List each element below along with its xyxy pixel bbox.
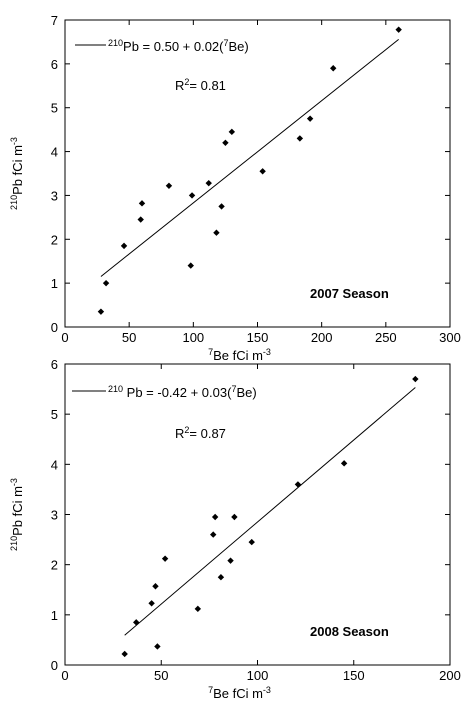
y-tick-label: 4: [51, 145, 58, 160]
y-tick-label: 4: [51, 457, 58, 472]
y-tick-label: 1: [51, 608, 58, 623]
x-tick-label: 50: [122, 330, 136, 345]
data-point: [227, 557, 234, 564]
data-point: [161, 555, 169, 562]
data-point: [306, 115, 314, 122]
data-point: [194, 605, 202, 613]
data-point: [218, 203, 225, 210]
data-point: [102, 279, 110, 287]
y-tick-label: 5: [51, 407, 58, 422]
data-point: [412, 375, 419, 383]
r-squared-label: R2= 0.87: [175, 425, 226, 441]
data-point: [213, 229, 220, 236]
data-point: [231, 513, 238, 521]
data-point: [137, 216, 144, 223]
regression-equation: 210Pb = 0.50 + 0.02(7Be): [108, 38, 249, 54]
y-tick-label: 7: [51, 13, 58, 28]
x-tick-label: 250: [375, 330, 397, 345]
x-tick-label: 100: [247, 668, 269, 683]
x-tick-label: 300: [439, 330, 461, 345]
x-tick-label: 150: [343, 668, 365, 683]
data-point: [188, 192, 196, 199]
x-tick-label: 100: [182, 330, 204, 345]
data-point: [217, 574, 225, 581]
x-tick-label: 150: [247, 330, 269, 345]
chart-panel-1: 0 50 100 150 200 250 300 0 1 2 3 4 5 6 7 7Be fCi m-3 210…: [9, 13, 461, 363]
data-point: [248, 538, 255, 546]
season-label: 2008 Season: [310, 624, 389, 639]
y-axis-title: 210Pb fCi m-3: [9, 478, 25, 551]
data-point: [259, 168, 266, 175]
data-point: [296, 135, 304, 142]
y-axis-title: 210Pb fCi m-3: [9, 137, 25, 210]
y-tick-label: 1: [51, 276, 58, 291]
data-point: [340, 460, 348, 467]
chart-panel-2: 0 50 100 150 200 0 1 2 3 4 5 6 7Be fCi m-3 210Pb fCi …: [9, 357, 461, 701]
y-tick-label: 0: [51, 658, 58, 673]
x-axis-title: 7Be fCi m-3: [208, 347, 271, 363]
data-point: [97, 308, 105, 315]
y-tick-label: 6: [51, 57, 58, 72]
data-point: [395, 26, 402, 33]
x-tick-label: 200: [311, 330, 333, 345]
y-tick-label: 5: [51, 101, 58, 116]
data-point: [330, 65, 337, 72]
y-tick-label: 3: [51, 508, 58, 523]
data-point: [165, 182, 173, 189]
season-label: 2007 Season: [310, 286, 389, 301]
r-squared-label: R2= 0.81: [175, 77, 226, 93]
y-tick-label: 2: [51, 558, 58, 573]
plot-frame: [64, 19, 451, 328]
data-point: [152, 583, 159, 590]
y-tick-label: 0: [51, 320, 58, 335]
regression-line: [124, 387, 416, 636]
data-point: [121, 650, 128, 658]
data-point: [222, 139, 229, 146]
x-tick-label: 200: [439, 668, 461, 683]
data-point: [148, 600, 155, 607]
data-point: [205, 179, 212, 187]
plot-frame: [64, 363, 451, 666]
data-point: [120, 242, 128, 250]
x-tick-label: 0: [61, 330, 68, 345]
y-tick-label: 6: [51, 357, 58, 372]
data-point: [211, 513, 219, 521]
regression-equation: 210 Pb = -0.42 + 0.03(7Be): [108, 384, 257, 400]
data-point: [210, 531, 217, 538]
x-tick-label: 50: [154, 668, 168, 683]
x-tick-label: 0: [61, 668, 68, 683]
data-point: [154, 643, 161, 650]
data-point: [138, 200, 146, 207]
regression-line: [100, 38, 399, 277]
data-point: [187, 262, 194, 269]
y-tick-label: 3: [51, 188, 58, 203]
data-point: [294, 481, 302, 488]
y-tick-label: 2: [51, 232, 58, 247]
x-axis-title: 7Be fCi m-3: [208, 685, 271, 701]
data-point: [133, 619, 140, 626]
data-point: [228, 128, 236, 136]
